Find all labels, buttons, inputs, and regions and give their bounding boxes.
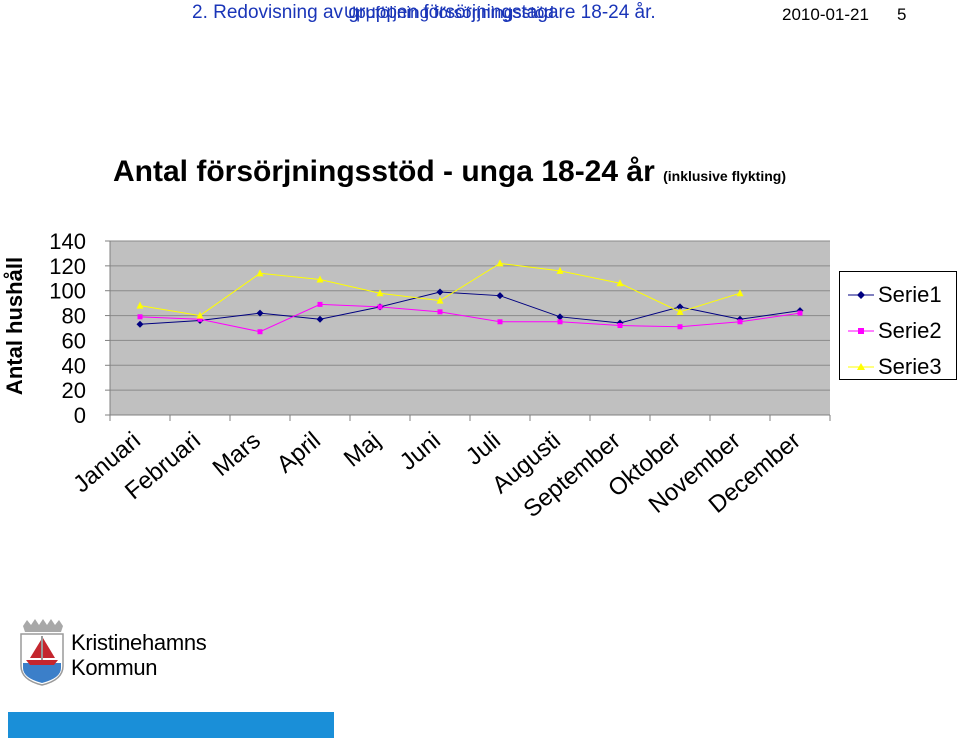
y-axis-label-group: Antal hushåll — [2, 257, 27, 395]
series-line-serie2 — [139, 303, 801, 333]
y-tick-label: 20 — [62, 378, 86, 403]
legend-marker-serie2 — [848, 328, 874, 334]
data-point-serie3 — [436, 296, 444, 304]
y-axis-label: Antal hushåll — [2, 257, 27, 395]
legend-item-serie2: Serie2 — [840, 318, 958, 344]
y-tick-label: 100 — [49, 279, 86, 304]
x-tick-label: Mars — [208, 427, 266, 482]
data-point-serie1 — [556, 313, 564, 321]
footer-page-number: 5 — [897, 5, 907, 24]
x-tick-label: Juni — [395, 427, 446, 476]
data-point-serie3 — [676, 307, 684, 315]
y-tick-label: 40 — [62, 353, 86, 378]
legend-item-serie1: Serie1 — [840, 282, 958, 308]
logo-text-line1: Kristinehamns — [71, 630, 207, 655]
data-point-serie3 — [196, 311, 204, 319]
data-point-serie3 — [256, 269, 264, 277]
x-tick-label: April — [272, 427, 326, 479]
data-point-serie2 — [437, 309, 443, 315]
y-tick-label: 60 — [62, 328, 86, 353]
legend-label-serie2: Serie2 — [878, 318, 942, 343]
kommun-logo: Kristinehamns Kommun — [17, 616, 217, 688]
data-point-serie3 — [376, 289, 384, 297]
x-tick-label: Maj — [339, 427, 386, 473]
data-point-serie2 — [737, 319, 743, 325]
data-point-serie1 — [676, 303, 684, 311]
series-markers — [136, 259, 804, 335]
legend-label-serie3: Serie3 — [878, 354, 942, 379]
data-point-serie1 — [136, 320, 144, 328]
coat-of-arms-icon — [20, 619, 64, 686]
y-tick-label: 0 — [74, 403, 86, 428]
data-point-serie3 — [316, 275, 324, 283]
data-point-serie3 — [496, 259, 504, 267]
legend-item-serie3: Serie3 — [840, 354, 958, 380]
data-point-serie2 — [377, 304, 383, 310]
legend: Serie1 Serie2 Serie3 — [839, 271, 957, 380]
data-point-serie1 — [256, 309, 264, 317]
data-point-serie2 — [677, 324, 683, 330]
data-point-serie2 — [557, 319, 563, 325]
logo-text-line2: Kommun — [71, 655, 158, 680]
x-tick-label: Juli — [461, 427, 506, 471]
plot-area — [110, 241, 830, 415]
data-point-serie3 — [616, 279, 624, 287]
footer-date: 2010-01-21 — [782, 5, 869, 24]
legend-marker-serie3 — [848, 363, 874, 370]
data-point-serie1 — [316, 315, 324, 323]
data-point-serie3 — [136, 301, 144, 309]
data-point-serie1 — [496, 292, 504, 300]
chart-title-text: Antal försörjningsstöd - unga 18-24 år — [113, 155, 655, 188]
data-point-serie2 — [137, 314, 143, 320]
data-point-serie2 — [497, 319, 503, 325]
chart-subtitle: (inklusive flykting) — [663, 168, 787, 184]
data-point-serie3 — [556, 266, 564, 274]
y-tick-label: 140 — [49, 229, 86, 254]
footer-bar — [8, 712, 940, 738]
footer-title: Uppföljning försörjningsstöd — [344, 3, 554, 22]
chart-title: Antal försörjningsstöd - unga 18-24 år (… — [113, 155, 786, 189]
data-point-serie2 — [317, 301, 323, 307]
y-tick-label: 80 — [62, 304, 86, 329]
data-point-serie3 — [736, 289, 744, 297]
y-tick-label: 120 — [49, 254, 86, 279]
data-point-serie2 — [257, 329, 263, 335]
slide-heading: 2. Redovisning av gruppen försörjningsta… — [192, 2, 656, 23]
legend-label-serie1: Serie1 — [878, 282, 942, 307]
data-point-serie1 — [436, 288, 444, 296]
footer-inner-panel — [334, 712, 940, 738]
legend-marker-serie1 — [848, 291, 874, 299]
data-point-serie2 — [197, 316, 203, 322]
data-point-serie2 — [617, 323, 623, 329]
data-point-serie2 — [797, 310, 803, 316]
